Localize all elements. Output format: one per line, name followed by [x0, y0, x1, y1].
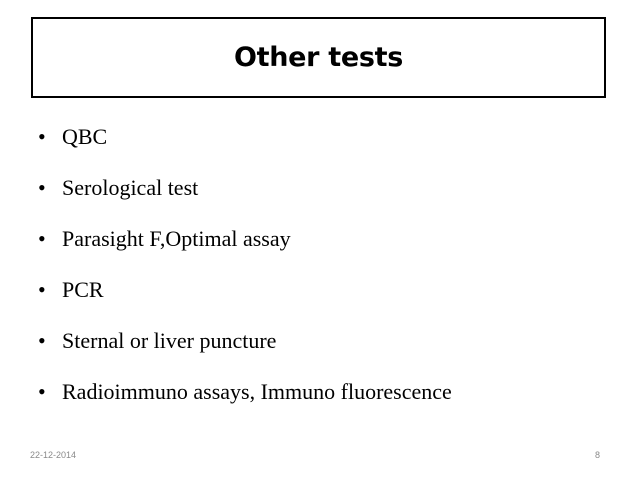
bullet-item: • Parasight F,Optimal assay	[38, 226, 618, 277]
bullet-text: Serological test	[62, 175, 199, 200]
bullet-item: • Radioimmuno assays, Immuno fluorescenc…	[38, 379, 618, 430]
bullet-icon: •	[38, 175, 46, 200]
bullet-list: • QBC • Serological test • Parasight F,O…	[38, 124, 618, 430]
footer-date: 22-12-2014	[30, 450, 77, 460]
bullet-item: • Serological test	[38, 175, 618, 226]
bullet-item: • QBC	[38, 124, 618, 175]
title-box: Other tests	[31, 17, 606, 98]
bullet-icon: •	[38, 328, 46, 353]
bullet-text: PCR	[62, 277, 104, 302]
page-number: 8	[594, 450, 600, 460]
bullet-text: Radioimmuno assays, Immuno fluorescence	[62, 379, 452, 404]
bullet-text: Parasight F,Optimal assay	[62, 226, 291, 251]
bullet-icon: •	[38, 124, 46, 149]
bullet-text: QBC	[62, 124, 108, 149]
bullet-icon: •	[38, 277, 46, 302]
slide-title: Other tests	[233, 42, 404, 73]
bullet-item: • PCR	[38, 277, 618, 328]
bullet-icon: •	[38, 226, 46, 251]
bullet-item: • Sternal or liver puncture	[38, 328, 618, 379]
bullet-icon: •	[38, 379, 46, 404]
bullet-text: Sternal or liver puncture	[62, 328, 277, 353]
